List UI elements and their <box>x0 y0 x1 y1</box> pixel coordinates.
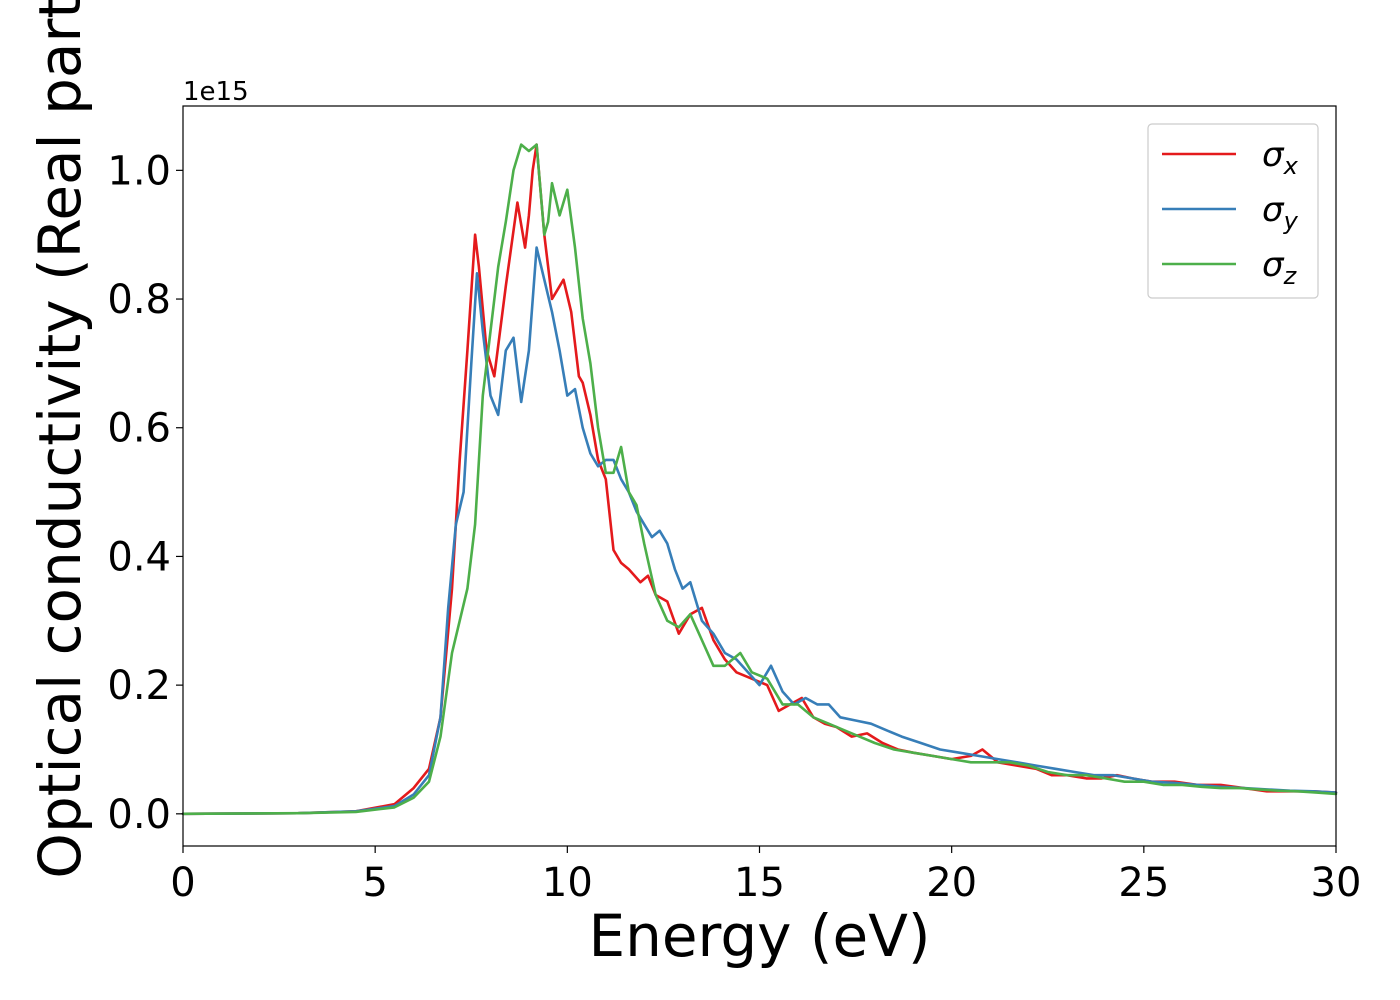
y-tick-label: 0.8 <box>107 277 171 323</box>
y-axis-ticks: 0.0 0.2 0.4 0.6 0.8 1.0 <box>107 148 183 838</box>
y-tick-label: 1.0 <box>107 148 171 194</box>
x-tick-label: 30 <box>1311 860 1362 906</box>
legend-symbol: σ <box>1262 245 1285 285</box>
y-offset-label: 1e15 <box>183 77 249 107</box>
x-tick-label: 10 <box>542 860 593 906</box>
legend-label-z: σz <box>1262 245 1298 290</box>
y-tick-label: 0.0 <box>107 792 171 838</box>
legend-symbol: σ <box>1262 190 1285 230</box>
y-tick-label: 0.2 <box>107 663 171 709</box>
series-line-y <box>181 246 1338 816</box>
x-axis-ticks: 0 5 10 15 20 25 30 <box>170 846 1361 906</box>
legend-symbol: σ <box>1262 135 1285 175</box>
series-layer <box>181 143 1338 816</box>
x-tick-label: 15 <box>734 860 785 906</box>
legend-subscript: z <box>1283 262 1298 290</box>
x-tick-label: 20 <box>926 860 977 906</box>
x-tick-label: 25 <box>1118 860 1169 906</box>
y-tick-label: 0.4 <box>107 534 171 580</box>
x-axis-title: Energy (eV) <box>588 902 930 970</box>
legend-subscript: y <box>1283 207 1299 235</box>
series-line-z <box>181 143 1338 816</box>
y-axis-title: Optical conductivity (Real part) <box>26 0 94 879</box>
legend-label-x: σx <box>1262 135 1299 180</box>
x-tick-label: 0 <box>170 860 195 906</box>
y-tick-label: 0.6 <box>107 406 171 452</box>
legend-box <box>1147 123 1319 299</box>
legend-label-y: σy <box>1262 190 1299 235</box>
legend-subscript: x <box>1283 152 1299 180</box>
x-tick-label: 5 <box>362 860 387 906</box>
